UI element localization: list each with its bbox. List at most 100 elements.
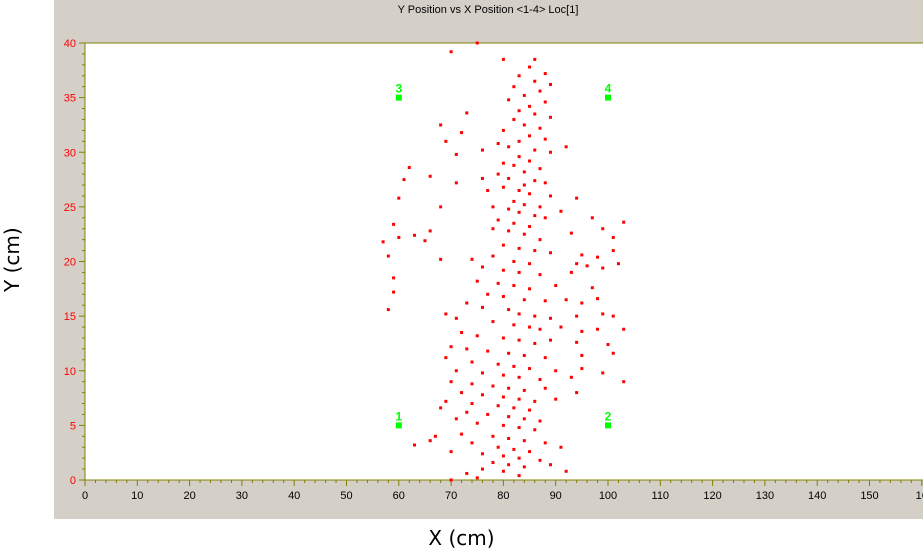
reference-marker-label: 4 [605, 82, 612, 96]
data-point [548, 316, 552, 320]
reference-marker [395, 422, 402, 429]
data-point [507, 415, 511, 419]
data-point [559, 445, 563, 449]
y-tick-label: 0 [70, 475, 76, 487]
data-point [543, 72, 547, 76]
data-point [486, 412, 490, 416]
data-point [475, 476, 479, 480]
data-point [533, 341, 537, 345]
y-tick-label: 40 [64, 38, 76, 50]
data-point [528, 408, 532, 412]
data-point [402, 178, 406, 182]
data-point [412, 233, 416, 237]
data-point [460, 391, 464, 395]
data-point [501, 469, 505, 473]
data-point [528, 367, 532, 371]
data-point [517, 109, 521, 113]
data-point [554, 369, 558, 373]
x-tick-label: 30 [236, 490, 248, 502]
data-point [507, 98, 511, 102]
data-point [470, 382, 474, 386]
data-point [496, 218, 500, 222]
data-point [580, 301, 584, 305]
x-tick-label: 100 [599, 490, 617, 502]
data-point [444, 356, 448, 360]
data-point [622, 220, 626, 224]
data-point [575, 196, 579, 200]
data-point [543, 100, 547, 104]
chart-title: Y Position vs X Position <1-4> Loc[1] [398, 4, 579, 16]
data-point [575, 262, 579, 266]
x-tick-label: 130 [756, 490, 774, 502]
data-point [538, 419, 542, 423]
data-point [528, 450, 532, 454]
data-point [538, 167, 542, 171]
data-point [585, 264, 589, 268]
data-point [392, 276, 396, 280]
data-point [590, 216, 594, 220]
data-point [512, 260, 516, 263]
data-point [470, 441, 474, 445]
data-point [611, 314, 615, 318]
data-point [533, 399, 537, 403]
data-point [449, 345, 453, 349]
data-point [454, 417, 458, 421]
data-point [475, 279, 479, 283]
data-point [601, 227, 605, 231]
data-point [496, 142, 500, 146]
data-point [470, 402, 474, 406]
x-tick-label: 16 [916, 490, 923, 502]
data-point [601, 312, 605, 316]
data-point [517, 375, 521, 379]
bottom-margin [0, 519, 923, 553]
data-point [439, 406, 443, 410]
data-point [491, 384, 495, 388]
data-point [575, 314, 579, 318]
data-point [460, 331, 464, 335]
data-point [475, 41, 479, 45]
reference-marker [605, 422, 611, 429]
data-point [496, 172, 500, 176]
data-point [538, 126, 542, 130]
data-point [501, 57, 505, 61]
x-tick-label: 10 [131, 490, 143, 502]
data-point [522, 298, 526, 302]
data-point [528, 104, 532, 108]
x-tick-label: 80 [497, 490, 509, 502]
data-points [381, 41, 626, 482]
data-point [480, 148, 484, 152]
data-point [512, 406, 516, 410]
data-point [601, 266, 605, 270]
data-point [569, 270, 573, 274]
data-point [486, 188, 490, 192]
data-point [392, 222, 396, 226]
data-point [548, 251, 552, 255]
data-point [392, 290, 396, 294]
data-point [528, 159, 532, 163]
data-point [611, 235, 615, 239]
data-point [412, 443, 416, 447]
data-point [533, 112, 537, 116]
data-point [548, 194, 552, 198]
data-point [517, 210, 521, 214]
data-point [522, 439, 526, 443]
data-point [622, 380, 626, 384]
data-point [491, 227, 495, 231]
data-point [517, 474, 521, 478]
data-point [522, 183, 526, 187]
data-point [501, 395, 505, 399]
data-point [507, 229, 511, 233]
data-point [580, 329, 584, 333]
data-point [533, 314, 537, 318]
data-point [528, 287, 532, 291]
reference-marker [605, 94, 611, 101]
data-point [496, 362, 500, 366]
data-point [575, 340, 579, 344]
data-point [465, 111, 469, 115]
data-point [480, 265, 484, 269]
data-point [517, 74, 521, 78]
data-point [470, 257, 474, 261]
data-point [480, 393, 484, 397]
